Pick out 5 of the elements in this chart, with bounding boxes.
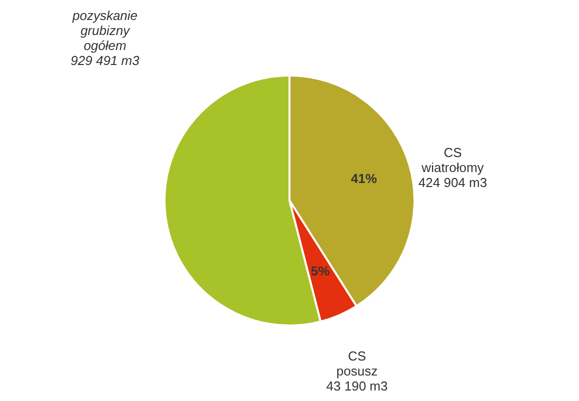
data-label: 41% <box>350 170 378 186</box>
slice-label: CS posusz 43 190 m3 <box>326 348 388 394</box>
text: pozyskanie grubizny ogółem 929 491 m3 <box>70 8 140 68</box>
data-label: 5% <box>310 264 330 279</box>
slice-label: CS wiatrołomy 424 904 m3 <box>418 145 488 190</box>
